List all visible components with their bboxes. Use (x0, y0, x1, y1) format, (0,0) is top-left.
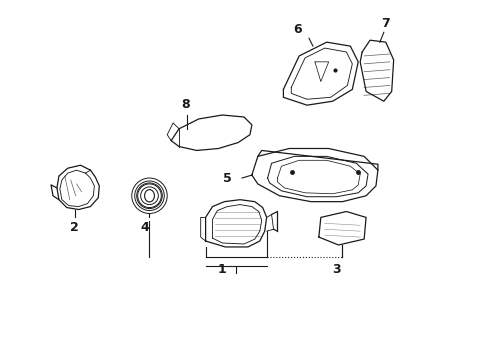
Text: 2: 2 (70, 221, 79, 234)
Text: 4: 4 (140, 221, 149, 234)
Text: 1: 1 (218, 263, 227, 276)
Text: 3: 3 (332, 263, 341, 276)
Text: 6: 6 (293, 23, 301, 36)
Text: 5: 5 (223, 171, 232, 185)
Text: 7: 7 (381, 17, 390, 30)
Text: 8: 8 (182, 98, 190, 111)
